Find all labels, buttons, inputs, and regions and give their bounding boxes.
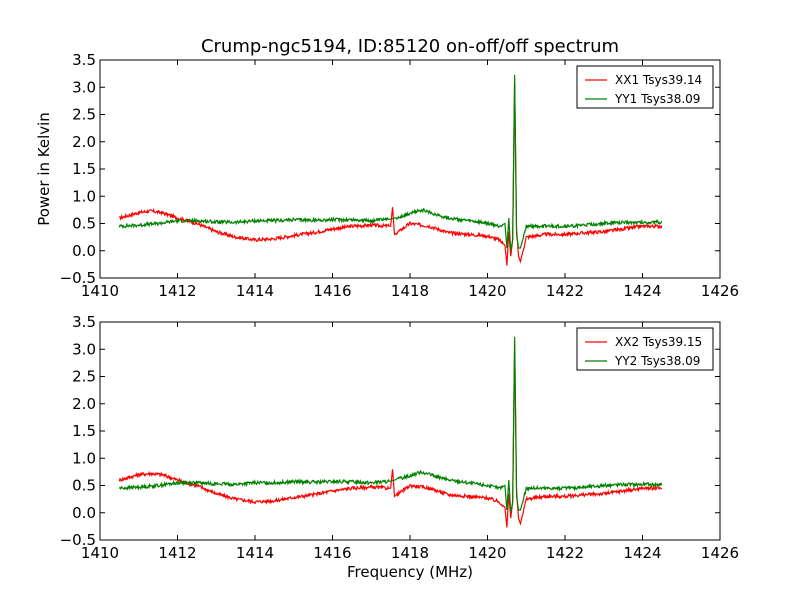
x-tick-label: 1418 <box>391 282 429 300</box>
y-tick-label: 3.5 <box>72 51 96 69</box>
y-tick-label: −0.5 <box>60 269 96 287</box>
x-tick-label: 1422 <box>546 282 584 300</box>
series-line-xx1 <box>119 81 663 266</box>
x-tick-label: 1420 <box>468 544 506 562</box>
x-tick-label: 1424 <box>623 282 661 300</box>
y-tick-label: 0.0 <box>72 504 96 522</box>
legend-box <box>576 327 714 371</box>
x-tick-label: 1410 <box>81 544 119 562</box>
y-tick-label: 2.5 <box>72 368 96 386</box>
y-tick-label: 3.5 <box>72 313 96 331</box>
y-tick-label: 2.0 <box>72 395 96 413</box>
x-tick-label: 1412 <box>158 544 196 562</box>
x-tick-label: 1412 <box>158 282 196 300</box>
legend-box <box>576 65 714 109</box>
y-tick-label: 1.0 <box>72 449 96 467</box>
x-tick-label: 1414 <box>236 282 274 300</box>
y-tick-label: 1.0 <box>72 187 96 205</box>
x-tick-label: 1426 <box>701 282 739 300</box>
y-tick-label: 3.0 <box>72 78 96 96</box>
x-tick-label: 1410 <box>81 282 119 300</box>
y-tick-label: 3.0 <box>72 340 96 358</box>
bottom-panel: 1410 1412 1414 1416 1418 1420 1422 1424 1426 −0.5… <box>60 313 740 562</box>
chart-title: Crump-ngc5194, ID:85120 on-off/off spect… <box>201 36 619 57</box>
x-tick-label: 1422 <box>546 544 584 562</box>
y-axis-title: Power in Kelvin <box>35 112 53 226</box>
series-line-xx2 <box>118 343 663 528</box>
legend-label: YY2 Tsys38.09 <box>614 354 700 368</box>
x-axis-title: Frequency (MHz) <box>347 563 473 581</box>
y-tick-label: 1.5 <box>72 160 96 178</box>
y-tick-label: 0.5 <box>72 215 96 233</box>
series-line-yy2 <box>118 336 663 513</box>
y-tick-label: 2.5 <box>72 106 96 124</box>
y-tick-label: 0.5 <box>72 477 96 495</box>
x-tick-label: 1426 <box>701 544 739 562</box>
y-tick-label: 0.0 <box>72 242 96 260</box>
x-tick-label: 1420 <box>468 282 506 300</box>
x-tick-label: 1424 <box>623 544 661 562</box>
x-tick-label: 1418 <box>391 544 429 562</box>
legend-label: YY1 Tsys38.09 <box>614 92 700 106</box>
y-tick-label: 1.5 <box>72 422 96 440</box>
x-tick-label: 1414 <box>236 544 274 562</box>
top-panel: 1410 1412 1414 1416 1418 1420 1422 1424 1426 −0.5… <box>60 51 740 300</box>
y-tick-label: 2.0 <box>72 133 96 151</box>
legend-label: XX2 Tsys39.15 <box>615 335 702 349</box>
x-tick-label: 1416 <box>313 544 351 562</box>
x-tick-label: 1416 <box>313 282 351 300</box>
series-line-yy1 <box>118 74 663 251</box>
legend-label: XX1 Tsys39.14 <box>615 73 702 87</box>
y-tick-label: −0.5 <box>60 531 96 549</box>
